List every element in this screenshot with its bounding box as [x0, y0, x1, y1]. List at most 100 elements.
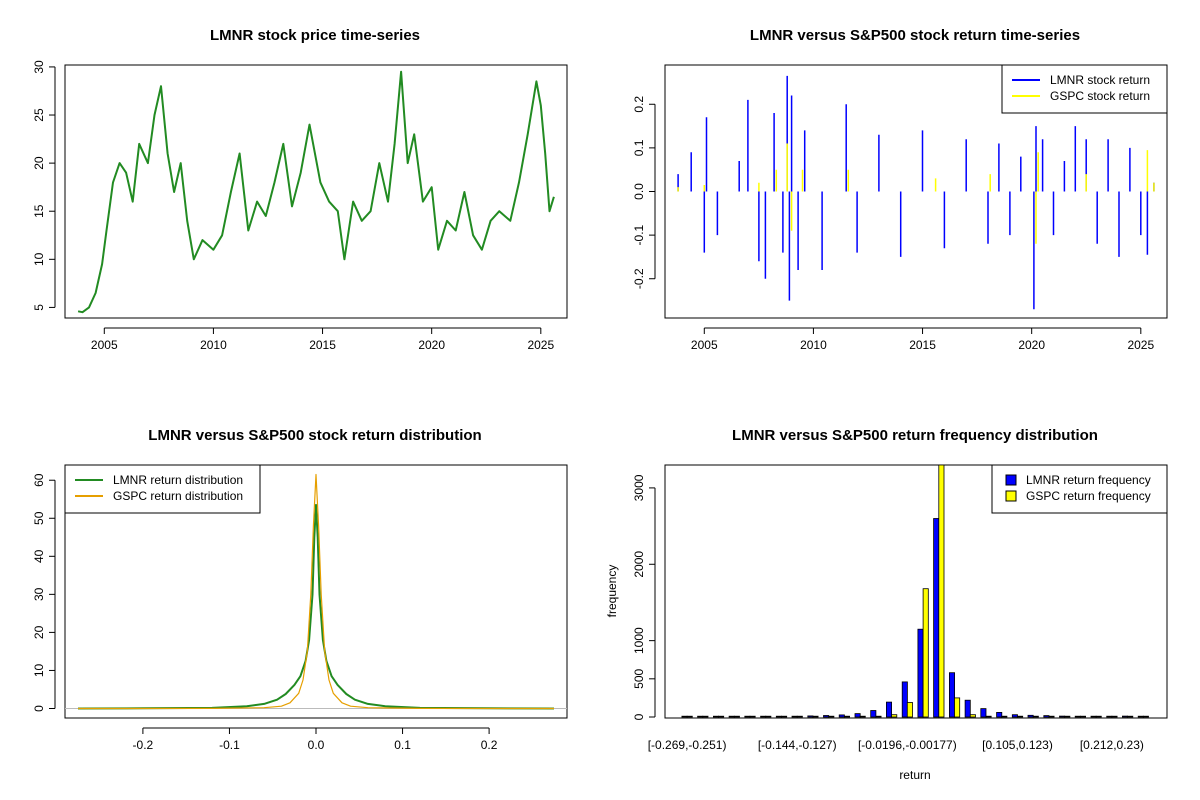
- chart-title: LMNR stock price time-series: [210, 27, 420, 44]
- plot-frame: [664, 464, 1168, 719]
- y-tick-label: 2000: [632, 551, 646, 578]
- y-tick-label: -0.2: [632, 268, 646, 289]
- gspc-frequency-bar: [875, 715, 882, 718]
- gspc-frequency-bar: [1111, 715, 1118, 718]
- legend-label: LMNR return frequency: [1026, 473, 1151, 487]
- gspc-frequency-bar: [733, 715, 740, 718]
- y-tick-label: 0: [632, 713, 646, 720]
- x-tick-label: 2015: [309, 338, 336, 352]
- panel-frequency-histogram: LMNR versus S&P500 return frequency dist…: [605, 427, 1168, 782]
- legend-box: [991, 464, 1168, 514]
- gspc-frequency-bar: [796, 715, 803, 718]
- lmnr-frequency-bar: [1059, 715, 1066, 718]
- gspc-frequency-bar: [922, 588, 929, 718]
- y-tick-label: 10: [32, 252, 46, 266]
- legend-label: GSPC return frequency: [1026, 489, 1151, 503]
- gspc-frequency-bar: [844, 715, 851, 718]
- lmnr-frequency-bar: [1090, 715, 1097, 718]
- gspc-frequency-bar: [765, 715, 772, 718]
- y-tick-label: 1000: [632, 627, 646, 654]
- y-tick-label: 0.0: [632, 183, 646, 200]
- y-tick-label: 0: [32, 705, 46, 712]
- gspc-frequency-bar: [1017, 715, 1024, 718]
- lmnr-frequency-bar: [933, 518, 940, 718]
- chart-title: LMNR versus S&P500 stock return distribu…: [148, 427, 481, 444]
- lmnr-density-line: [77, 503, 555, 710]
- legend-box: [64, 464, 261, 514]
- gspc-frequency-bar: [1142, 715, 1149, 718]
- x-tick-label: 2005: [91, 338, 118, 352]
- gspc-frequency-bar: [812, 715, 819, 718]
- gspc-frequency-bar: [1127, 715, 1134, 718]
- lmnr-frequency-bar: [838, 714, 845, 718]
- lmnr-frequency-bar: [807, 715, 814, 718]
- lmnr-frequency-bar: [1122, 715, 1129, 718]
- legend-box: [1001, 64, 1168, 114]
- lmnr-frequency-bar: [996, 712, 1003, 718]
- lmnr-frequency-bar: [697, 715, 704, 718]
- lmnr-frequency-bar: [1074, 715, 1081, 718]
- plot-frame: [664, 64, 1168, 319]
- legend-swatch: [1005, 490, 1017, 502]
- lmnr-frequency-bar: [854, 713, 861, 718]
- x-tick-label: 2005: [691, 338, 718, 352]
- x-tick-label: [-0.269,-0.251): [648, 738, 727, 752]
- gspc-frequency-bar: [1001, 715, 1008, 718]
- lmnr-frequency-bar: [791, 715, 798, 718]
- y-tick-label: 0.1: [632, 139, 646, 156]
- x-tick-label: -0.2: [133, 738, 154, 752]
- lmnr-frequency-bar: [1027, 714, 1034, 718]
- y-tick-label: 3000: [632, 474, 646, 501]
- plot-frame: [64, 64, 568, 319]
- chart-title: LMNR versus S&P500 return frequency dist…: [732, 427, 1098, 444]
- panel-return-series: LMNR versus S&P500 stock return time-ser…: [632, 27, 1168, 352]
- x-tick-label: 2025: [527, 338, 554, 352]
- legend-label: GSPC stock return: [1050, 89, 1150, 103]
- gspc-frequency-bar: [1064, 715, 1071, 718]
- y-tick-label: 0.2: [632, 96, 646, 113]
- x-tick-label: -0.1: [219, 738, 240, 752]
- gspc-frequency-bar: [1080, 715, 1087, 718]
- y-tick-label: 30: [32, 587, 46, 601]
- x-tick-label: [0.212,0.23): [1080, 738, 1144, 752]
- gspc-frequency-bar: [781, 715, 788, 718]
- lmnr-frequency-bar: [681, 715, 688, 718]
- y-tick-label: 5: [32, 304, 46, 311]
- lmnr-frequency-bar: [1043, 715, 1050, 718]
- lmnr-frequency-bar: [823, 715, 830, 718]
- lmnr-frequency-bar: [901, 681, 908, 718]
- y-tick-label: 500: [632, 668, 646, 688]
- gspc-frequency-bar: [891, 714, 898, 718]
- legend-label: LMNR stock return: [1050, 73, 1150, 87]
- gspc-frequency-bar: [828, 715, 835, 718]
- lmnr-frequency-bar: [917, 628, 924, 718]
- y-tick-label: 20: [32, 625, 46, 639]
- gspc-frequency-bar: [1032, 715, 1039, 718]
- gspc-frequency-bar: [938, 464, 945, 718]
- legend-label: GSPC return distribution: [113, 489, 243, 503]
- gspc-frequency-bar: [954, 697, 961, 718]
- x-tick-label: 2020: [1018, 338, 1045, 352]
- legend-swatch: [1005, 474, 1017, 486]
- lmnr-frequency-bar: [870, 710, 877, 718]
- gspc-frequency-bar: [1048, 715, 1055, 718]
- gspc-frequency-bar: [718, 715, 725, 718]
- y-tick-label: 50: [32, 511, 46, 525]
- x-tick-label: 0.2: [481, 738, 498, 752]
- lmnr-frequency-bar: [886, 701, 893, 718]
- y-tick-label: 60: [32, 473, 46, 487]
- lmnr-frequency-bar: [949, 672, 956, 718]
- y-tick-label: 30: [32, 60, 46, 74]
- gspc-frequency-bar: [969, 714, 976, 718]
- price-line: [77, 70, 555, 314]
- gspc-frequency-bar: [985, 715, 992, 718]
- panel-price: LMNR stock price time-series 2005 2010 201…: [32, 27, 568, 352]
- x-tick-label: 0.0: [308, 738, 325, 752]
- lmnr-frequency-bar: [744, 715, 751, 718]
- x-tick-label: 2025: [1127, 338, 1154, 352]
- gspc-frequency-bar: [859, 715, 866, 718]
- chart-title: LMNR versus S&P500 stock return time-ser…: [750, 27, 1080, 44]
- x-tick-label: [0.105,0.123): [982, 738, 1053, 752]
- y-tick-label: -0.1: [632, 224, 646, 245]
